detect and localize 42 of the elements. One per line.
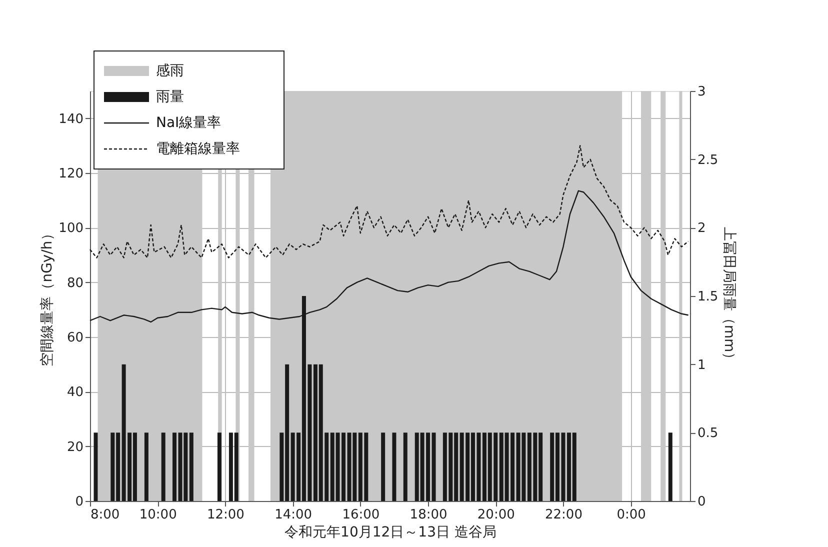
x-axis-title: 令和元年10月12日～13日 造谷局 — [284, 524, 496, 540]
bar — [668, 432, 672, 501]
x-tick-label: 8:00 — [90, 508, 120, 522]
bar — [381, 432, 386, 501]
bar — [432, 432, 436, 501]
x-tick-label: 0:00 — [616, 508, 646, 522]
y2-tick-label: 0 — [698, 494, 706, 510]
x-tick-label: 16:00 — [342, 508, 380, 522]
y-tick-label: 100 — [58, 221, 84, 236]
x-tick-label: 10:00 — [139, 508, 177, 522]
y2-tick-label: 2.5 — [698, 152, 718, 168]
bar — [94, 432, 98, 501]
bar — [217, 432, 222, 501]
bar — [172, 432, 177, 501]
bar — [403, 432, 408, 501]
legend-label: 雨量 — [156, 89, 184, 105]
x-tick-label: 18:00 — [410, 508, 448, 522]
y2-tick-label: 1.5 — [698, 290, 718, 304]
bar — [189, 432, 194, 501]
y-tick-label: 80 — [66, 276, 84, 291]
y-tick-label: 20 — [66, 440, 84, 455]
y-tick-label: 40 — [66, 385, 84, 400]
bar — [392, 432, 396, 501]
x-tick-label: 20:00 — [477, 508, 515, 522]
y-tick-label: 120 — [58, 166, 84, 182]
legend-label: 電離箱線量率 — [156, 141, 240, 157]
y2-axis-title: 上冨田局雨量（mm） — [721, 226, 738, 366]
y2-tick-label: 0.5 — [698, 426, 718, 442]
y-tick-label: 0 — [75, 494, 84, 510]
y2-tick-label: 2 — [698, 221, 706, 236]
x-tick-label: 14:00 — [274, 508, 312, 522]
bar — [161, 432, 166, 501]
y2-tick-label: 1 — [698, 358, 706, 373]
bar — [144, 432, 148, 501]
y2-tick-label: 3 — [698, 84, 706, 100]
x-tick-label: 22:00 — [545, 508, 582, 522]
y-tick-label: 60 — [66, 330, 84, 346]
x-tick-label: 12:00 — [206, 508, 244, 522]
legend-label: NaI線量率 — [156, 115, 222, 131]
legend-label: 感雨 — [156, 63, 184, 79]
y-axis-title: 空間線量率（nGy/h） — [40, 226, 56, 366]
y-tick-label: 140 — [58, 112, 84, 127]
